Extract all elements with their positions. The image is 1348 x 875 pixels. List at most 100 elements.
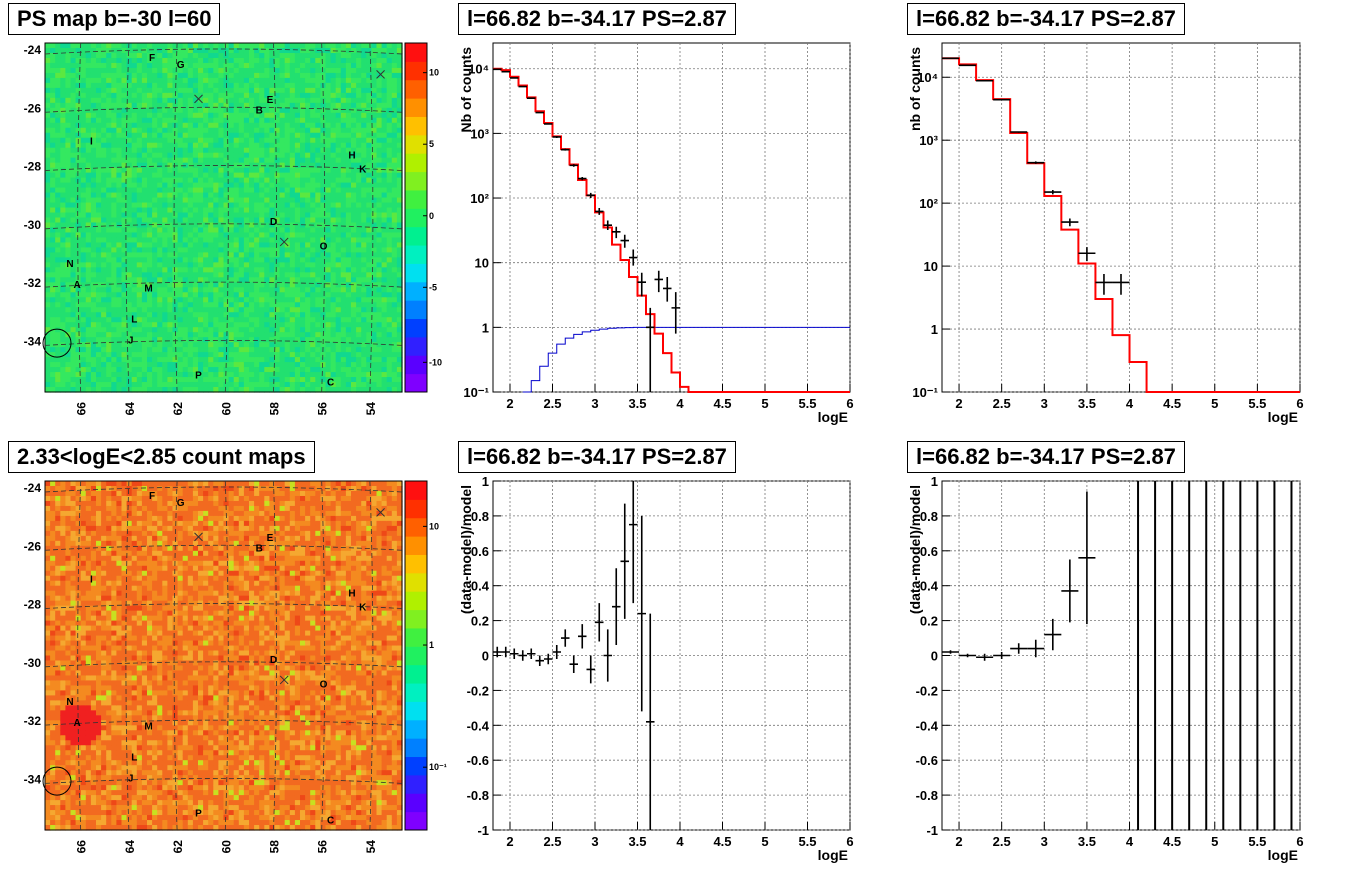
map-pixel <box>162 127 168 134</box>
map-pixel <box>70 282 77 288</box>
map-pixel <box>45 347 51 353</box>
map-pixel <box>325 267 332 273</box>
map-pixel <box>106 57 112 64</box>
map-pixel <box>182 387 189 393</box>
map-pixel <box>371 272 378 278</box>
map-pixel <box>167 272 174 278</box>
map-pixel <box>396 307 403 313</box>
map-pixel <box>203 52 209 59</box>
map-pixel <box>376 207 383 214</box>
map-pixel <box>157 122 163 129</box>
map-pixel <box>376 92 383 99</box>
map-pixel <box>371 302 378 308</box>
map-pixel <box>228 102 235 109</box>
map-pixel <box>106 367 112 373</box>
map-pixel <box>182 62 189 69</box>
map-pixel <box>391 342 398 348</box>
map-pixel <box>325 43 332 49</box>
map-pixel <box>213 132 219 139</box>
map-pixel <box>136 67 143 74</box>
map-pixel <box>192 222 199 229</box>
map-pixel <box>157 212 163 219</box>
map-pixel <box>75 127 82 134</box>
map-pixel <box>116 247 123 253</box>
map-pixel <box>198 87 204 94</box>
map-pixel <box>305 167 311 174</box>
map-pixel <box>136 327 143 333</box>
map-pixel <box>376 327 383 333</box>
map-pixel <box>274 177 281 184</box>
map-pixel <box>80 102 87 109</box>
map-pixel <box>376 342 383 348</box>
map-pixel <box>213 102 219 109</box>
map-pixel <box>223 62 230 69</box>
map-pixel <box>259 82 265 89</box>
map-pixel <box>85 207 92 214</box>
map-pixel <box>85 342 92 348</box>
ps_map-x-tick-label: 60 <box>219 402 233 416</box>
map-pixel <box>172 43 179 49</box>
map-pixel <box>177 67 184 74</box>
map-pixel <box>90 257 97 263</box>
map-pixel <box>340 187 347 194</box>
map-pixel <box>187 147 194 154</box>
map-pixel <box>126 132 133 139</box>
map-pixel <box>147 307 153 313</box>
map-pixel <box>325 312 332 318</box>
map-pixel <box>335 312 342 318</box>
map-pixel <box>203 247 209 253</box>
ps_map-source-label: H <box>348 151 355 162</box>
map-pixel <box>141 43 148 49</box>
map-pixel <box>70 82 77 89</box>
map-pixel <box>254 357 260 363</box>
map-pixel <box>101 347 107 353</box>
map-pixel <box>335 242 342 249</box>
map-pixel <box>284 322 291 328</box>
map-pixel <box>376 77 383 84</box>
map-pixel <box>284 112 291 119</box>
map-pixel <box>213 172 219 179</box>
map-pixel <box>269 252 276 258</box>
map-pixel <box>356 152 362 159</box>
map-pixel <box>315 157 321 164</box>
map-pixel <box>50 322 56 328</box>
map-pixel <box>356 162 362 169</box>
map-pixel <box>376 172 383 179</box>
map-pixel <box>141 232 148 239</box>
map-pixel <box>45 227 51 234</box>
map-pixel <box>310 67 316 74</box>
map-pixel <box>294 317 301 323</box>
map-pixel <box>391 332 398 338</box>
map-pixel <box>274 342 281 348</box>
map-pixel <box>233 352 240 358</box>
map-pixel <box>177 157 184 164</box>
map-pixel <box>351 167 357 174</box>
ps_map-colorbar-label: 5 <box>429 139 434 149</box>
map-pixel <box>147 62 153 69</box>
map-pixel <box>223 297 230 303</box>
map-pixel <box>371 87 378 94</box>
map-pixel <box>259 222 265 229</box>
map-pixel <box>345 327 352 333</box>
map-pixel <box>386 337 393 343</box>
map-pixel <box>75 222 82 229</box>
map-pixel <box>70 337 77 343</box>
map-pixel <box>70 57 77 64</box>
map-pixel <box>45 287 51 293</box>
map-pixel <box>366 87 372 94</box>
map-pixel <box>228 47 235 54</box>
map-pixel <box>371 77 378 84</box>
map-pixel <box>90 382 97 388</box>
map-pixel <box>60 137 66 144</box>
map-pixel <box>101 222 107 229</box>
map-pixel <box>243 77 250 84</box>
map-pixel <box>131 247 138 253</box>
map-pixel <box>111 52 117 59</box>
map-pixel <box>391 217 398 224</box>
map-pixel <box>50 377 56 383</box>
map-pixel <box>340 167 347 174</box>
map-pixel <box>65 242 72 249</box>
map-pixel <box>121 142 128 149</box>
map-pixel <box>391 272 398 278</box>
map-pixel <box>294 227 301 234</box>
